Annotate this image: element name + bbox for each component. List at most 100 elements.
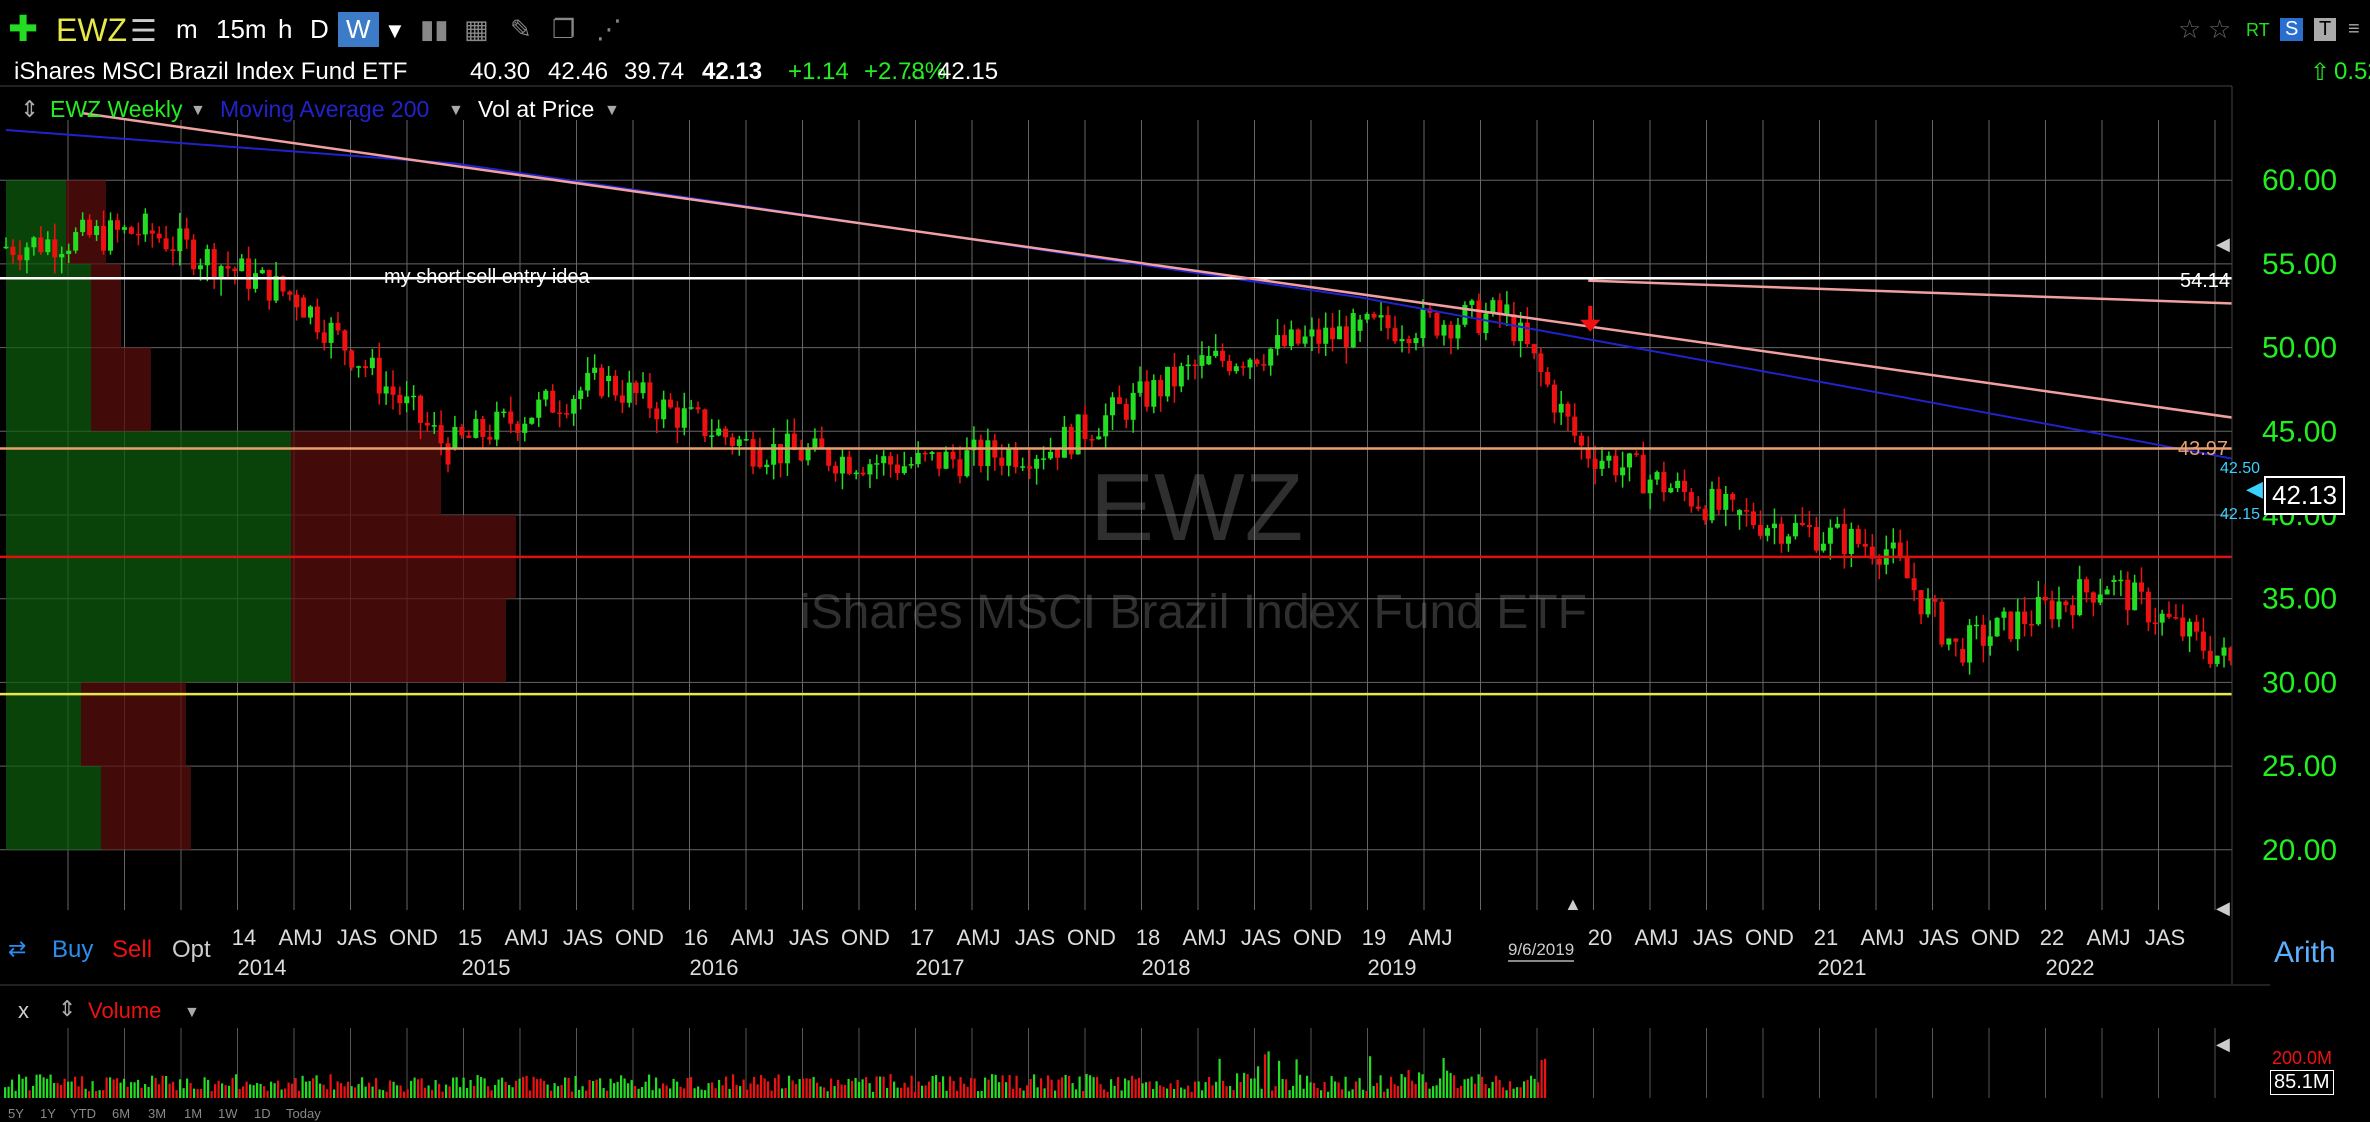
volume-bar xyxy=(217,1080,220,1098)
interval-m[interactable]: m xyxy=(176,14,198,44)
volume-bar xyxy=(305,1081,308,1098)
volume-bar xyxy=(739,1086,742,1098)
volume-bar xyxy=(966,1086,969,1098)
range-button-1d[interactable]: 1D xyxy=(254,1106,271,1121)
volume-bar xyxy=(896,1087,899,1098)
candle-body xyxy=(894,464,900,474)
candle-body xyxy=(466,435,472,438)
range-button-today[interactable]: Today xyxy=(286,1106,321,1121)
interval-15m[interactable]: 15m xyxy=(216,14,267,44)
drag-handle-icon[interactable]: ⇕ xyxy=(58,996,77,1021)
pencil-icon[interactable]: ✎ xyxy=(510,14,532,44)
volume-bar xyxy=(95,1091,98,1098)
range-button-3m[interactable]: 3M xyxy=(148,1106,167,1121)
volume-bar xyxy=(1292,1085,1295,1098)
symbol-input[interactable]: EWZ xyxy=(56,12,128,48)
candle-body xyxy=(571,398,577,414)
sell-button[interactable]: Sell xyxy=(112,936,153,963)
interval-h[interactable]: h xyxy=(278,14,293,44)
low-value: 39.74 xyxy=(624,58,685,85)
volume-bar xyxy=(1117,1077,1120,1098)
volume-bar xyxy=(501,1077,504,1098)
candle-body xyxy=(592,367,598,373)
share-icon[interactable]: ⋰ xyxy=(596,14,622,44)
calculator-icon[interactable]: ▦ xyxy=(464,14,489,44)
range-button-1y[interactable]: 1Y xyxy=(40,1106,56,1121)
scroll-up-icon[interactable]: ▲ xyxy=(1564,894,1582,914)
interval-w[interactable]: W xyxy=(338,12,379,47)
scroll-left-icon[interactable]: ◀ xyxy=(2216,1034,2230,1054)
volume-bar xyxy=(634,1086,637,1098)
chevron-down-icon[interactable]: ▼ xyxy=(190,102,206,119)
candle-body xyxy=(73,232,79,251)
layers-icon[interactable]: ❐ xyxy=(552,14,576,44)
range-button-ytd[interactable]: YTD xyxy=(70,1106,96,1121)
candle-body xyxy=(1675,480,1681,489)
volume-bar xyxy=(1043,1088,1046,1098)
range-button-5y[interactable]: 5Y xyxy=(8,1106,24,1121)
volume-bar xyxy=(742,1079,745,1098)
volume-bar xyxy=(753,1076,756,1098)
scroll-left-icon[interactable]: ◀ xyxy=(2216,234,2230,254)
swap-icon[interactable]: ⇄ xyxy=(8,936,27,961)
interval-d[interactable]: D xyxy=(310,14,329,44)
settings-icon[interactable]: ☆ xyxy=(2208,14,2232,44)
candle-body xyxy=(1855,528,1861,544)
volume-bar xyxy=(224,1085,227,1098)
volume-bar xyxy=(364,1086,367,1098)
list-icon[interactable]: ☰ xyxy=(130,15,157,48)
add-icon[interactable]: ✚ xyxy=(8,8,39,49)
drag-handle-icon[interactable]: ⇕ xyxy=(20,96,40,122)
x-tick-label: AMJ xyxy=(279,925,323,950)
volume-legend[interactable]: Volume xyxy=(88,998,162,1023)
candle-body xyxy=(114,220,120,230)
candle-body xyxy=(101,225,107,251)
x-year-label: 2017 xyxy=(916,955,965,980)
close-panel-button[interactable]: x xyxy=(18,998,29,1023)
scroll-left-icon[interactable]: ◀ xyxy=(2216,898,2230,918)
buy-button[interactable]: Buy xyxy=(52,936,94,963)
x-tick-label: JAS xyxy=(563,925,603,950)
volume-bar xyxy=(77,1086,80,1098)
volume-bar xyxy=(1089,1075,1092,1098)
range-button-1w[interactable]: 1W xyxy=(218,1106,238,1121)
t-button[interactable]: T xyxy=(2314,18,2337,41)
interval-dropdown-icon[interactable]: ▼ xyxy=(384,18,406,43)
volume-bar xyxy=(336,1081,339,1098)
range-button-6m[interactable]: 6M xyxy=(112,1106,131,1121)
range-button-1m[interactable]: 1M xyxy=(184,1106,203,1121)
candle-body xyxy=(376,357,382,394)
volume-bar xyxy=(711,1082,714,1098)
volume-bar xyxy=(809,1078,812,1098)
candle-body xyxy=(985,440,991,467)
volume-bar xyxy=(1099,1084,1102,1098)
candle-body xyxy=(52,239,58,258)
candle-body xyxy=(1869,546,1875,559)
s-button[interactable]: S xyxy=(2280,18,2304,41)
volume-bar xyxy=(847,1078,850,1098)
candle-body xyxy=(964,450,970,477)
volume-bar xyxy=(60,1084,63,1098)
volume-bar xyxy=(560,1085,563,1098)
opt-button[interactable]: Opt xyxy=(172,936,211,963)
volume-bar xyxy=(882,1076,885,1098)
volume-bar xyxy=(518,1078,521,1098)
star-icon[interactable]: ☆ xyxy=(2178,14,2202,44)
date-label: 9/6/2019 xyxy=(1508,940,1575,962)
volume-bar xyxy=(1484,1084,1487,1098)
volume-bar xyxy=(994,1074,997,1098)
candle-body xyxy=(1967,625,1973,663)
legend-moving-average[interactable]: Moving Average 200 xyxy=(220,96,430,122)
candle-body xyxy=(1599,460,1605,469)
candle-body xyxy=(599,367,605,397)
menu-icon[interactable]: ≡ xyxy=(2348,18,2360,40)
chevron-down-icon[interactable]: ▼ xyxy=(448,102,464,119)
scale-mode-button[interactable]: Arith xyxy=(2274,936,2336,969)
legend-vol-at-price[interactable]: Vol at Price xyxy=(478,96,595,122)
chevron-down-icon[interactable]: ▼ xyxy=(604,102,620,119)
legend-ewz-weekly[interactable]: EWZ Weekly xyxy=(50,96,183,122)
candle-body xyxy=(1973,624,1979,627)
chevron-down-icon[interactable]: ▼ xyxy=(184,1004,200,1021)
bar-chart-icon[interactable]: ▮▮ xyxy=(420,14,449,44)
